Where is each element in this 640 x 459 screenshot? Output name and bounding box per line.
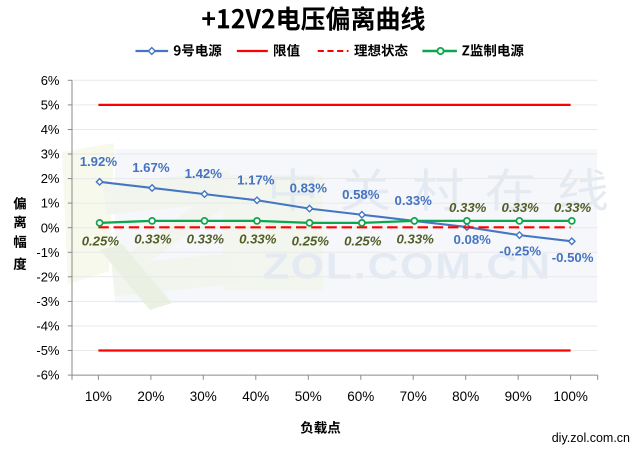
- svg-text:2%: 2%: [41, 171, 60, 186]
- svg-text:-3%: -3%: [36, 294, 60, 309]
- svg-text:10%: 10%: [85, 389, 112, 404]
- svg-text:0.33%: 0.33%: [187, 232, 225, 247]
- svg-text:-1%: -1%: [36, 245, 60, 260]
- svg-text:0.25%: 0.25%: [344, 234, 382, 249]
- svg-text:0.25%: 0.25%: [82, 234, 120, 249]
- svg-text:100%: 100%: [553, 389, 588, 404]
- svg-text:1%: 1%: [41, 196, 60, 211]
- svg-text:50%: 50%: [295, 389, 322, 404]
- svg-text:0.58%: 0.58%: [342, 187, 380, 202]
- svg-text:0.25%: 0.25%: [292, 234, 330, 249]
- svg-text:diy.zol.com.cn: diy.zol.com.cn: [552, 431, 630, 445]
- svg-text:-2%: -2%: [36, 269, 60, 284]
- svg-text:6%: 6%: [41, 73, 60, 88]
- svg-text:80%: 80%: [452, 389, 479, 404]
- svg-text:1.42%: 1.42%: [185, 166, 223, 181]
- svg-text:90%: 90%: [505, 389, 532, 404]
- svg-text:1.92%: 1.92%: [80, 154, 118, 169]
- svg-text:0.33%: 0.33%: [394, 193, 432, 208]
- svg-text:0%: 0%: [41, 220, 60, 235]
- svg-text:-0.50%: -0.50%: [552, 250, 594, 265]
- svg-text:30%: 30%: [190, 389, 217, 404]
- svg-text:1.67%: 1.67%: [132, 160, 170, 175]
- svg-text:-6%: -6%: [36, 368, 60, 383]
- svg-text:0.08%: 0.08%: [453, 232, 491, 247]
- svg-text:-4%: -4%: [36, 319, 60, 334]
- svg-text:0.33%: 0.33%: [239, 232, 277, 247]
- svg-text:4%: 4%: [41, 122, 60, 137]
- svg-text:5%: 5%: [41, 98, 60, 113]
- svg-text:3%: 3%: [41, 147, 60, 162]
- svg-text:0.33%: 0.33%: [396, 232, 434, 247]
- svg-text:40%: 40%: [242, 389, 269, 404]
- svg-text:20%: 20%: [137, 389, 164, 404]
- svg-text:0.33%: 0.33%: [449, 200, 487, 215]
- svg-text:ZOL.COM.CN: ZOL.COM.CN: [263, 247, 552, 287]
- svg-text:0.33%: 0.33%: [134, 232, 172, 247]
- svg-text:70%: 70%: [400, 389, 427, 404]
- svg-text:60%: 60%: [347, 389, 374, 404]
- svg-text:-0.25%: -0.25%: [499, 244, 541, 259]
- svg-text:0.33%: 0.33%: [554, 200, 592, 215]
- svg-text:0.83%: 0.83%: [290, 181, 328, 196]
- svg-text:-5%: -5%: [36, 343, 60, 358]
- svg-text:1.17%: 1.17%: [237, 172, 275, 187]
- svg-text:0.33%: 0.33%: [501, 200, 539, 215]
